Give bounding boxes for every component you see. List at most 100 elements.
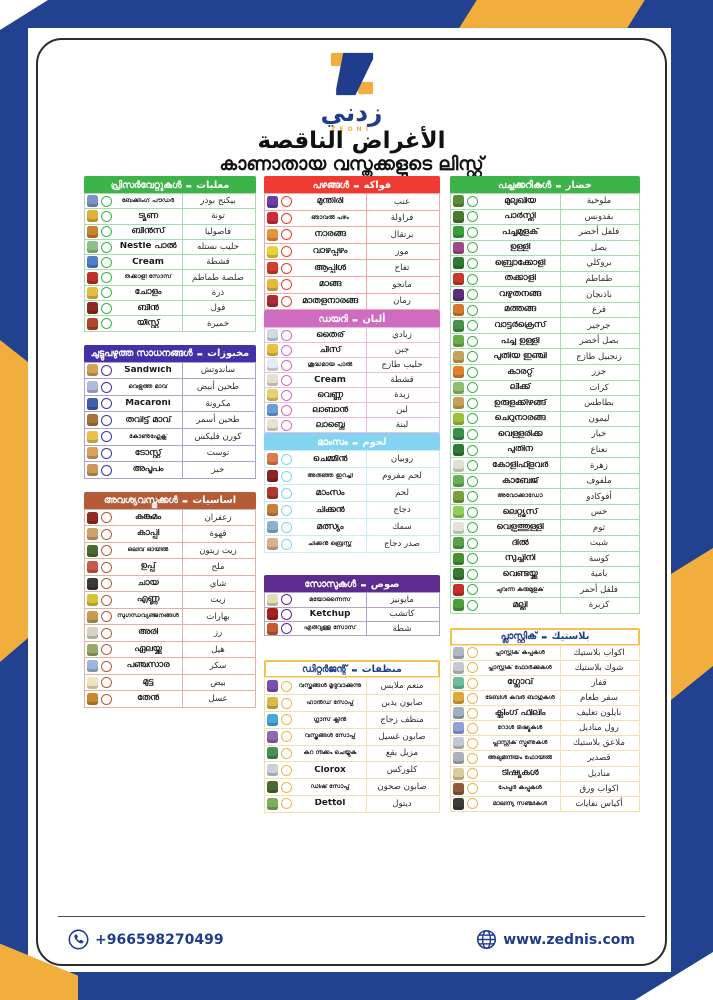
checkbox-circle[interactable] <box>467 195 478 207</box>
checkbox-circle[interactable] <box>101 545 112 557</box>
checkbox-circle[interactable] <box>101 660 112 672</box>
footer-website[interactable]: www.zednis.com <box>476 929 635 950</box>
checkbox-circle[interactable] <box>467 382 478 394</box>
checkbox-circle[interactable] <box>467 428 478 440</box>
checkbox-circle[interactable] <box>281 344 292 356</box>
checkbox-circle[interactable] <box>467 677 478 689</box>
checkbox-circle[interactable] <box>281 295 292 307</box>
checkbox-circle[interactable] <box>467 335 478 347</box>
checkbox-circle[interactable] <box>467 662 478 674</box>
checkbox-circle[interactable] <box>281 470 292 482</box>
checkbox-circle[interactable] <box>281 680 292 692</box>
checkbox-circle[interactable] <box>467 722 478 734</box>
checkbox-circle[interactable] <box>467 584 478 596</box>
checkbox-circle[interactable] <box>281 504 292 516</box>
checkbox-circle[interactable] <box>467 752 478 764</box>
checkbox-circle[interactable] <box>467 553 478 565</box>
checkbox-circle[interactable] <box>281 262 292 274</box>
checkbox-circle[interactable] <box>467 397 478 409</box>
checkbox-circle[interactable] <box>467 226 478 238</box>
checkbox-circle[interactable] <box>467 444 478 456</box>
checkbox-circle[interactable] <box>281 279 292 291</box>
checkbox-circle[interactable] <box>467 351 478 363</box>
checkbox-circle[interactable] <box>281 538 292 550</box>
checkbox-circle[interactable] <box>281 453 292 465</box>
checkbox-circle[interactable] <box>281 594 292 606</box>
checkbox-circle[interactable] <box>467 737 478 749</box>
checkbox-circle[interactable] <box>281 781 292 793</box>
checkbox-circle[interactable] <box>101 644 112 656</box>
checkbox-circle[interactable] <box>467 211 478 223</box>
checkbox-circle[interactable] <box>101 528 112 540</box>
checkbox-circle[interactable] <box>281 608 292 620</box>
checkbox-circle[interactable] <box>467 537 478 549</box>
checkbox-circle[interactable] <box>467 599 478 611</box>
checkbox-circle[interactable] <box>467 242 478 254</box>
item-label-malayalam: ബ്രൊക്കോളി <box>494 258 546 268</box>
checkbox-circle[interactable] <box>467 783 478 795</box>
checkbox-circle[interactable] <box>467 522 478 534</box>
checkbox-circle[interactable] <box>281 798 292 810</box>
checkbox-circle[interactable] <box>101 398 112 410</box>
checkbox-circle[interactable] <box>101 210 112 222</box>
checkbox-circle[interactable] <box>101 464 112 476</box>
checkbox-circle[interactable] <box>101 594 112 606</box>
checkbox-circle[interactable] <box>281 196 292 208</box>
checkbox-circle[interactable] <box>101 302 112 314</box>
checkbox-circle[interactable] <box>281 212 292 224</box>
checkbox-circle[interactable] <box>281 419 292 431</box>
checkbox-circle[interactable] <box>101 561 112 573</box>
checkbox-circle[interactable] <box>467 647 478 659</box>
checkbox-circle[interactable] <box>101 241 112 253</box>
checkbox-circle[interactable] <box>467 798 478 810</box>
checkbox-circle[interactable] <box>101 364 112 376</box>
checkbox-circle[interactable] <box>467 257 478 269</box>
checkbox-circle[interactable] <box>101 287 112 299</box>
checkbox-circle[interactable] <box>101 195 112 207</box>
checkbox-circle[interactable] <box>467 413 478 425</box>
checkbox-circle[interactable] <box>281 389 292 401</box>
checkbox-circle[interactable] <box>101 578 112 590</box>
checkbox-circle[interactable] <box>281 521 292 533</box>
checkbox-circle[interactable] <box>467 568 478 580</box>
checkbox-circle[interactable] <box>467 692 478 704</box>
checkbox-circle[interactable] <box>281 764 292 776</box>
checkbox-circle[interactable] <box>281 487 292 499</box>
checkbox-circle[interactable] <box>281 731 292 743</box>
checkbox-circle[interactable] <box>101 693 112 705</box>
checkbox-circle[interactable] <box>101 414 112 426</box>
checkbox-circle[interactable] <box>101 611 112 623</box>
checkbox-circle[interactable] <box>281 246 292 258</box>
checkbox-circle[interactable] <box>281 359 292 371</box>
checkbox-circle[interactable] <box>101 431 112 443</box>
checkbox-circle[interactable] <box>467 273 478 285</box>
checkbox-circle[interactable] <box>101 627 112 639</box>
checkbox-circle[interactable] <box>281 404 292 416</box>
checkbox-circle[interactable] <box>101 381 112 393</box>
checkbox-circle[interactable] <box>101 256 112 268</box>
checkbox-circle[interactable] <box>281 714 292 726</box>
checkbox-circle[interactable] <box>467 475 478 487</box>
checkbox-circle[interactable] <box>281 747 292 759</box>
checkbox-circle[interactable] <box>467 491 478 503</box>
checkbox-circle[interactable] <box>101 226 112 238</box>
checkbox-circle[interactable] <box>281 329 292 341</box>
checkbox-circle[interactable] <box>467 460 478 472</box>
checkbox-circle[interactable] <box>101 447 112 459</box>
checkbox-circle[interactable] <box>467 506 478 518</box>
checkbox-circle[interactable] <box>101 677 112 689</box>
checkbox-circle[interactable] <box>467 304 478 316</box>
checkbox-circle[interactable] <box>467 366 478 378</box>
checkbox-circle[interactable] <box>101 318 112 330</box>
checkbox-circle[interactable] <box>281 697 292 709</box>
checkbox-circle[interactable] <box>467 707 478 719</box>
checkbox-circle[interactable] <box>467 320 478 332</box>
checkbox-circle[interactable] <box>101 272 112 284</box>
checkbox-circle[interactable] <box>101 512 112 524</box>
checkbox-circle[interactable] <box>281 229 292 241</box>
checkbox-circle[interactable] <box>467 768 478 780</box>
checkbox-circle[interactable] <box>281 623 292 635</box>
checkbox-circle[interactable] <box>467 289 478 301</box>
checkbox-circle[interactable] <box>281 374 292 386</box>
